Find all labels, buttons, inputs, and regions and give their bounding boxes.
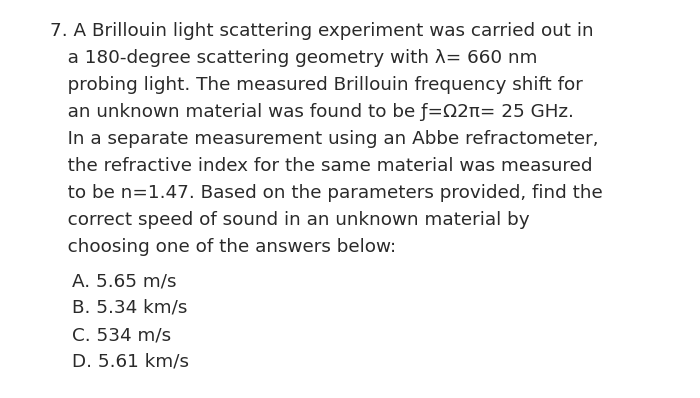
Text: an unknown material was found to be ƒ=Ω2π= 25 GHz.: an unknown material was found to be ƒ=Ω2… [50,103,574,121]
Text: 7. A Brillouin light scattering experiment was carried out in: 7. A Brillouin light scattering experime… [50,22,594,40]
Text: A. 5.65 m/s: A. 5.65 m/s [72,272,176,290]
Text: choosing one of the answers below:: choosing one of the answers below: [50,238,396,256]
Text: B. 5.34 km/s: B. 5.34 km/s [72,299,188,317]
Text: correct speed of sound in an unknown material by: correct speed of sound in an unknown mat… [50,211,530,229]
Text: In a separate measurement using an Abbe refractometer,: In a separate measurement using an Abbe … [50,130,599,148]
Text: a 180-degree scattering geometry with λ= 660 nm: a 180-degree scattering geometry with λ=… [50,49,538,67]
Text: C. 534 m/s: C. 534 m/s [72,326,171,344]
Text: the refractive index for the same material was measured: the refractive index for the same materi… [50,157,592,175]
Text: probing light. The measured Brillouin frequency shift for: probing light. The measured Brillouin fr… [50,76,583,94]
Text: to be n=1.47. Based on the parameters provided, find the: to be n=1.47. Based on the parameters pr… [50,184,603,202]
Text: D. 5.61 km/s: D. 5.61 km/s [72,353,189,371]
